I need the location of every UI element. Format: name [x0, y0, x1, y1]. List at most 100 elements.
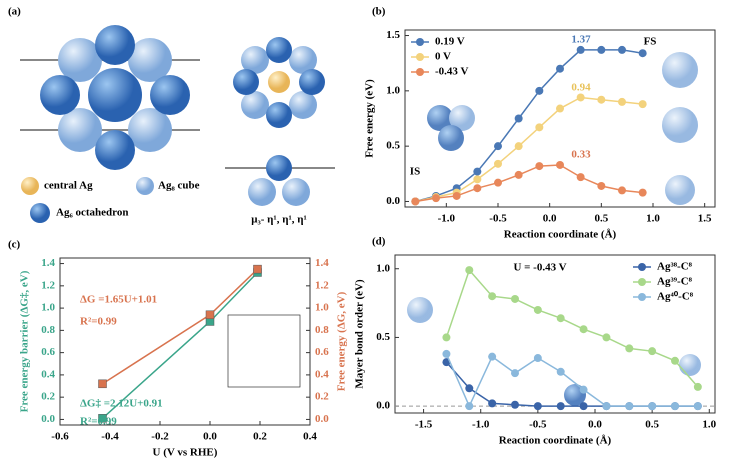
data-point [671, 402, 679, 411]
data-point [576, 173, 585, 182]
x-tick-label: 0.0 [203, 431, 217, 443]
legend-label: 0.19 V [435, 36, 465, 48]
y-tick-label: 1.0 [376, 262, 390, 274]
annotation: ΔG‡ =2.12U+0.91 [80, 398, 163, 410]
data-point [625, 344, 634, 353]
x-tick-label: 1.5 [698, 213, 712, 225]
data-point [648, 347, 657, 356]
data-point [618, 186, 626, 195]
data-point [533, 305, 542, 314]
data-point [618, 45, 626, 54]
y-tick-label: 1.2 [41, 279, 55, 291]
x-axis-label: Reaction coordinate (Å) [499, 435, 612, 447]
caption: μ₃- η¹, η¹, η¹ [251, 214, 307, 226]
y-tick-label: 0.8 [41, 324, 55, 336]
data-point [514, 170, 523, 179]
y-tick-label: 1.4 [41, 257, 55, 269]
plot-frame [394, 254, 716, 414]
annotation: ΔG =1.65U+1.01 [80, 294, 157, 306]
data-point [452, 191, 461, 200]
x-tick-label: -0.6 [51, 431, 69, 443]
data-point [432, 194, 440, 203]
plot-frame [59, 257, 311, 426]
data-point [511, 400, 519, 409]
data-point [488, 399, 497, 408]
data-point [576, 93, 585, 102]
x-tick-label: 0.5 [645, 419, 659, 431]
x-tick-label: 0.4 [303, 431, 317, 443]
y2-tick-label: 0.4 [315, 368, 329, 380]
data-point [638, 188, 647, 197]
annotation: 0.33 [571, 149, 591, 161]
legend-label: central Ag [44, 180, 93, 192]
y-tick-label: 0.0 [386, 195, 400, 207]
x-tick-label: -0.5 [529, 419, 547, 431]
annotation: R²=0.99 [80, 416, 117, 428]
data-point [514, 142, 523, 151]
x-tick-label: -1.0 [438, 213, 456, 225]
series-line [445, 268, 699, 388]
data-point [205, 310, 215, 320]
x-tick-label: -0.5 [489, 213, 507, 225]
data-point [693, 402, 702, 411]
x-tick-label: 0.0 [543, 213, 557, 225]
data-point [473, 167, 482, 176]
data-point [473, 184, 482, 193]
y-tick-label: 0.5 [376, 331, 390, 343]
x-axis-label: U (V vs RHE) [153, 447, 218, 459]
legend-marker [416, 68, 424, 76]
data-point [556, 64, 564, 73]
y2-tick-label: 1.4 [315, 257, 329, 269]
legend-marker [416, 38, 424, 46]
legend-marker [638, 293, 646, 301]
data-point [579, 385, 588, 394]
data-point [98, 414, 107, 423]
data-point [442, 333, 451, 342]
data-point [597, 181, 606, 190]
data-point [618, 97, 626, 106]
data-point [514, 114, 523, 123]
x-axis-label: Reaction coordinate (Å) [504, 229, 617, 241]
legend-label: Ag⁴⁰-C⁸ [657, 291, 694, 303]
data-point [556, 402, 565, 411]
legend-label: -0.43 V [435, 66, 468, 78]
panel-a-art [20, 25, 335, 223]
panel-label: (b) [372, 6, 386, 18]
panel-label: (c) [8, 239, 21, 251]
data-point [465, 402, 474, 411]
data-point [511, 369, 519, 378]
data-point [556, 314, 565, 323]
x-tick-label: 0.2 [253, 431, 267, 443]
annotation: 0.94 [571, 82, 591, 94]
legend-marker [638, 263, 646, 271]
data-point [648, 402, 657, 411]
data-point [535, 162, 544, 171]
legend-marker [638, 278, 646, 286]
y-axis-label: Free energy (eV) [364, 79, 376, 158]
panel-label: (d) [372, 236, 386, 248]
data-point [638, 49, 647, 58]
data-point [576, 45, 585, 54]
data-point [556, 160, 564, 169]
plot-frame [404, 29, 716, 208]
y2-tick-label: 0.2 [315, 391, 329, 403]
x-tick-label: 1.0 [646, 213, 660, 225]
data-point [253, 264, 262, 274]
y2-tick-label: 0.0 [315, 413, 329, 425]
data-point [488, 292, 497, 301]
data-point [638, 100, 647, 109]
data-point [625, 402, 634, 411]
x-tick-label: -0.2 [151, 431, 169, 443]
x-tick-label: 0.0 [588, 419, 602, 431]
data-point [98, 379, 107, 389]
legend-label: Ag₆ octahedron [56, 207, 128, 219]
y-tick-label: 1.5 [386, 29, 400, 41]
annotation: R²=0.99 [80, 316, 117, 328]
y2-tick-label: 0.8 [315, 324, 329, 336]
data-point [602, 402, 611, 411]
y-tick-label: 0.5 [386, 140, 400, 152]
data-point [556, 367, 565, 376]
inset [227, 314, 301, 388]
series-line [415, 164, 643, 203]
